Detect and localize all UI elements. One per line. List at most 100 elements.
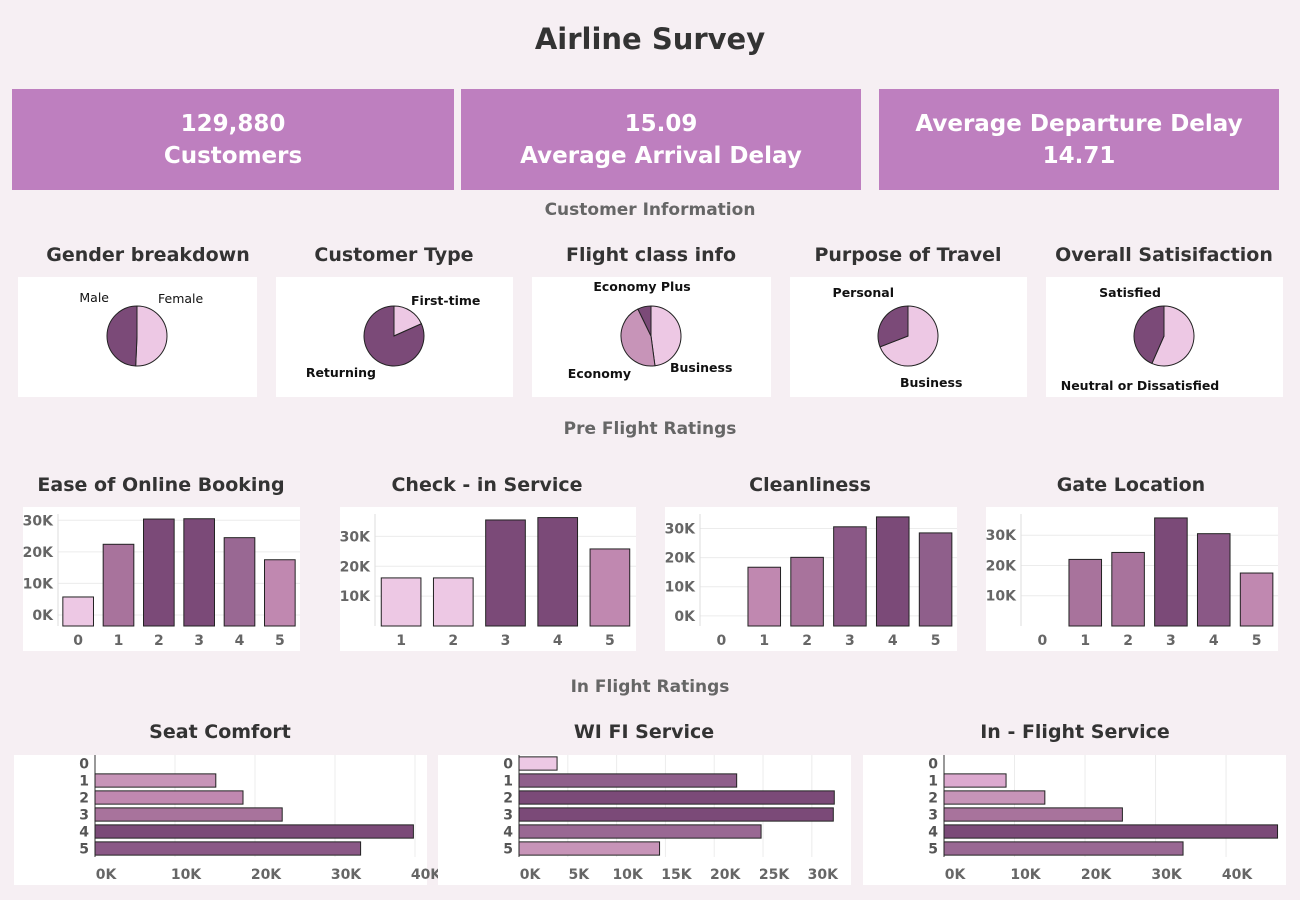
bar-1[interactable] (943, 773, 1007, 788)
bar-5[interactable] (94, 841, 362, 856)
cleanliness-title: Cleanliness (749, 474, 871, 496)
y-tick-label: 4 (928, 825, 938, 841)
y-tick-label: 5 (928, 842, 938, 858)
bar-1[interactable] (380, 577, 422, 627)
bar-3[interactable] (1154, 517, 1188, 627)
x-tick-label: 2 (1123, 633, 1133, 649)
x-tick-label: 20K (710, 867, 741, 883)
pie-label-neutral-or-dissatisfied: Neutral or Dissatisfied (1061, 378, 1220, 393)
bar-5[interactable] (518, 841, 661, 856)
y-tick-label: 10K (665, 580, 696, 596)
pie-label-business: Business (670, 360, 732, 375)
bar-5[interactable] (918, 532, 953, 627)
x-tick-label: 10K (171, 867, 202, 883)
x-tick-label: 1 (396, 633, 406, 649)
bar-2[interactable] (518, 790, 835, 805)
bar-2[interactable] (943, 790, 1046, 805)
x-tick-label: 2 (802, 633, 812, 649)
bar-4[interactable] (518, 824, 762, 839)
bar-2[interactable] (94, 790, 244, 805)
bar-0[interactable] (518, 756, 558, 771)
x-tick-label: 0 (1038, 633, 1048, 649)
y-tick-label: 4 (79, 825, 89, 841)
pie-slice-satisfied[interactable] (1133, 305, 1165, 365)
pie-slice-business[interactable] (650, 305, 682, 367)
x-tick-label: 0K (96, 867, 118, 883)
bar-5[interactable] (264, 559, 296, 627)
bar-4[interactable] (94, 824, 414, 839)
section-pre-flight-ratings: Pre Flight Ratings (563, 419, 737, 439)
bar-5[interactable] (943, 841, 1184, 856)
bar-5[interactable] (1239, 572, 1274, 627)
bar-2[interactable] (790, 556, 824, 627)
y-tick-label: 10K (23, 576, 54, 592)
y-tick-label: 10K (986, 589, 1017, 605)
bar-4[interactable] (1196, 533, 1231, 627)
pie-slice-female[interactable] (135, 305, 168, 367)
x-tick-label: 3 (194, 633, 204, 649)
kpi-value: 14.71 (1042, 142, 1116, 169)
y-tick-label: 0 (79, 757, 89, 773)
pie-slice-economy[interactable] (620, 308, 656, 367)
x-tick-label: 2 (448, 633, 458, 649)
flight-class-info-title: Flight class info (565, 244, 737, 266)
bar-1[interactable] (1068, 558, 1103, 627)
y-tick-label: 1 (79, 774, 89, 790)
x-tick-label: 4 (553, 633, 563, 649)
bar-4[interactable] (223, 537, 256, 627)
bar-0[interactable] (62, 596, 94, 627)
bar-1[interactable] (94, 773, 217, 788)
x-tick-label: 5K (569, 867, 591, 883)
pie-label-economy-plus: Economy Plus (593, 279, 690, 294)
x-tick-label: 3 (1166, 633, 1176, 649)
pie-label-male: Male (79, 290, 109, 305)
bar-1[interactable] (518, 773, 738, 788)
y-tick-label: 20K (986, 558, 1017, 574)
x-tick-label: 40K (1222, 867, 1253, 883)
pie-slice-economy-plus[interactable] (637, 305, 652, 337)
bar-4[interactable] (875, 516, 910, 627)
wi-fi-service-title: WI FI Service (573, 721, 715, 743)
x-tick-label: 20K (251, 867, 282, 883)
pie-label-satisfied: Satisfied (1099, 285, 1161, 300)
y-tick-label: 1 (928, 774, 938, 790)
y-tick-label: 0 (503, 757, 513, 773)
check-in-service-title: Check - in Service (391, 474, 583, 496)
bar-4[interactable] (537, 517, 579, 627)
y-tick-label: 20K (23, 545, 54, 561)
pie-slice-male[interactable] (106, 305, 138, 367)
bar-3[interactable] (183, 518, 215, 627)
bar-2[interactable] (1111, 551, 1145, 627)
bar-1[interactable] (102, 543, 135, 627)
bar-4[interactable] (943, 824, 1279, 839)
x-tick-label: 5 (931, 633, 941, 649)
pie-slice-personal[interactable] (877, 305, 909, 348)
pie-slice-neutral-or-dissatisfied[interactable] (1151, 305, 1195, 367)
bar-1[interactable] (747, 566, 782, 627)
section-customer-information: Customer Information (544, 200, 756, 220)
pie-label-female: Female (158, 291, 204, 306)
gender-breakdown-title: Gender breakdown (46, 244, 250, 266)
pie-label-business: Business (900, 375, 962, 390)
bar-2[interactable] (432, 577, 474, 627)
bar-3[interactable] (518, 807, 834, 822)
bar-3[interactable] (943, 807, 1123, 822)
bar-3[interactable] (485, 519, 526, 627)
bar-5[interactable] (589, 548, 631, 627)
bar-3[interactable] (833, 526, 867, 627)
y-tick-label: 0K (674, 609, 696, 625)
x-tick-label: 15K (661, 867, 692, 883)
pie-slice-business[interactable] (879, 305, 939, 367)
bar-2[interactable] (143, 518, 175, 627)
y-tick-label: 30K (986, 528, 1017, 544)
bar-3[interactable] (94, 807, 283, 822)
ease-of-online-booking-title: Ease of Online Booking (37, 474, 285, 496)
pie-slice-returning[interactable] (363, 305, 425, 367)
x-tick-label: 30K (808, 867, 839, 883)
pie-label-first-time: First-time (411, 293, 480, 308)
